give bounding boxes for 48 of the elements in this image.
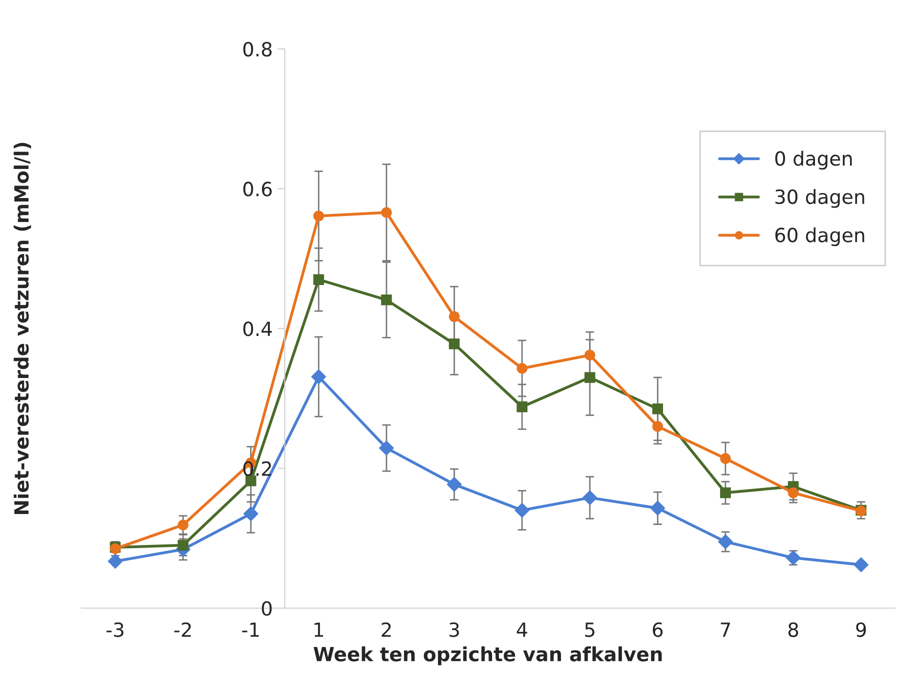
point [108, 554, 123, 569]
point [584, 372, 596, 383]
x-tick-label: 7 [720, 622, 730, 637]
point [178, 520, 188, 530]
point [584, 350, 596, 360]
legend-label: 0 dagen [775, 150, 852, 170]
y-tick-label: 0.8 [243, 42, 272, 57]
point [718, 534, 733, 550]
point [514, 502, 530, 518]
point [652, 421, 664, 432]
x-tick-label: 5 [585, 622, 594, 638]
y-tick-label: 0.4 [243, 321, 272, 336]
point [854, 557, 868, 572]
point [311, 369, 326, 384]
point [720, 453, 731, 464]
y-tick-label: 0.6 [243, 182, 272, 196]
x-tick-label: 1 [314, 622, 324, 637]
point [243, 506, 258, 522]
y-tick-label: 0 [262, 601, 272, 616]
point [178, 540, 188, 551]
point [381, 294, 392, 306]
x-tick-label: 9 [856, 622, 866, 638]
x-tick-label: 3 [450, 622, 459, 638]
point [448, 311, 460, 322]
point [245, 476, 256, 486]
point [650, 500, 666, 516]
point [448, 338, 460, 350]
x-tick-label: -2 [174, 622, 191, 637]
point [720, 487, 731, 498]
x-tick-label: -1 [242, 622, 259, 637]
point [582, 490, 598, 506]
point [516, 362, 528, 374]
point [313, 274, 324, 285]
point [379, 440, 394, 456]
x-tick-label: 4 [516, 622, 528, 637]
point [446, 477, 462, 492]
x-axis-title: Week ten opzichte van afkalven [314, 646, 662, 666]
x-tick-label: -3 [106, 622, 124, 638]
point [313, 210, 324, 222]
legend-label: 60 dagen [775, 227, 864, 246]
point [652, 404, 664, 414]
y-axis-title: Niet-veresterde vetzuren (mMol/l) [14, 142, 32, 514]
x-tick-label: 8 [788, 622, 798, 638]
x-tick-label: 2 [382, 622, 391, 637]
point [381, 207, 392, 218]
point [516, 401, 528, 412]
legend-label: 30 dagen [775, 189, 864, 208]
x-tick-label: 6 [652, 622, 663, 638]
